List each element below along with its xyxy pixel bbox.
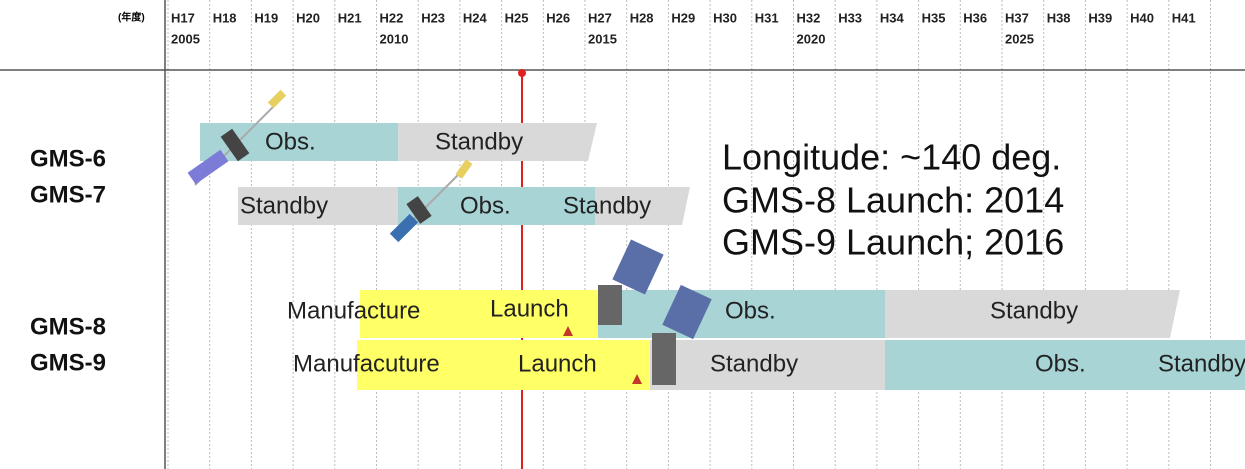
calendar-year: 2025 <box>1005 31 1034 46</box>
bar-label: Manufacture <box>287 297 420 324</box>
fiscal-year: H17 <box>171 10 195 25</box>
year-header: H17 H18 H19 H20 H21 H22 H23 H24 H25 H26 H27 H28 H29 H… <box>171 10 1196 46</box>
fiscal-year: H26 <box>546 10 570 25</box>
fiscal-year: H34 <box>880 10 905 25</box>
fiscal-year: H27 <box>588 10 612 25</box>
fiscal-year: H30 <box>713 10 737 25</box>
fiscal-year: H31 <box>755 10 779 25</box>
bar-label: Manufacuture <box>293 350 440 377</box>
bar-label: Standby <box>1158 350 1245 377</box>
fiscal-year: H23 <box>421 10 445 25</box>
annotation: Longitude: ~140 deg. <box>722 137 1061 178</box>
fiscal-year: H38 <box>1047 10 1071 25</box>
fiscal-year: H19 <box>254 10 278 25</box>
fiscal-year: H35 <box>922 10 946 25</box>
fiscal-year: H40 <box>1130 10 1154 25</box>
current-marker <box>518 69 526 77</box>
satellite-name: GMS-8 <box>30 313 106 340</box>
annotation: GMS-8 Launch: 2014 <box>722 180 1064 221</box>
bar-label: Standby <box>435 128 523 155</box>
fiscal-year: H32 <box>797 10 821 25</box>
unit-label: (年度) <box>118 11 145 24</box>
fiscal-year: H29 <box>671 10 695 25</box>
calendar-year: 2020 <box>797 31 826 46</box>
bar-label: Launch <box>518 350 597 377</box>
bar-label: Obs. <box>725 297 776 324</box>
fiscal-year: H20 <box>296 10 320 25</box>
bar-label: Launch <box>490 295 569 322</box>
fiscal-year: H36 <box>963 10 987 25</box>
bar-label: Standby <box>990 297 1078 324</box>
fiscal-year: H28 <box>630 10 654 25</box>
fiscal-year: H25 <box>505 10 529 25</box>
bar-label: Obs. <box>265 128 316 155</box>
satellite-name: GMS-9 <box>30 349 106 376</box>
fiscal-year: H24 <box>463 10 488 25</box>
bar-label: Standby <box>240 192 328 219</box>
fiscal-year: H18 <box>213 10 237 25</box>
timeline: (年度) H17 H18 H19 H20 H21 H22 H23 H24 H25 H26 H27 H2… <box>0 0 1245 469</box>
fiscal-year: H41 <box>1172 10 1196 25</box>
fiscal-year: H33 <box>838 10 862 25</box>
bar-label: Obs. <box>460 192 511 219</box>
calendar-year: 2015 <box>588 31 617 46</box>
bar-label: Obs. <box>1035 350 1086 377</box>
annotation: GMS-9 Launch; 2016 <box>722 222 1064 263</box>
fiscal-year: H37 <box>1005 10 1029 25</box>
bar-label: Standby <box>710 350 798 377</box>
satellite-name: GMS-7 <box>30 181 106 208</box>
fiscal-year: H21 <box>338 10 362 25</box>
bar-label: Standby <box>563 192 651 219</box>
satellite-name: GMS-6 <box>30 145 106 172</box>
fiscal-year: H22 <box>380 10 404 25</box>
calendar-year: 2005 <box>171 31 200 46</box>
fiscal-year: H39 <box>1088 10 1112 25</box>
calendar-year: 2010 <box>380 31 409 46</box>
